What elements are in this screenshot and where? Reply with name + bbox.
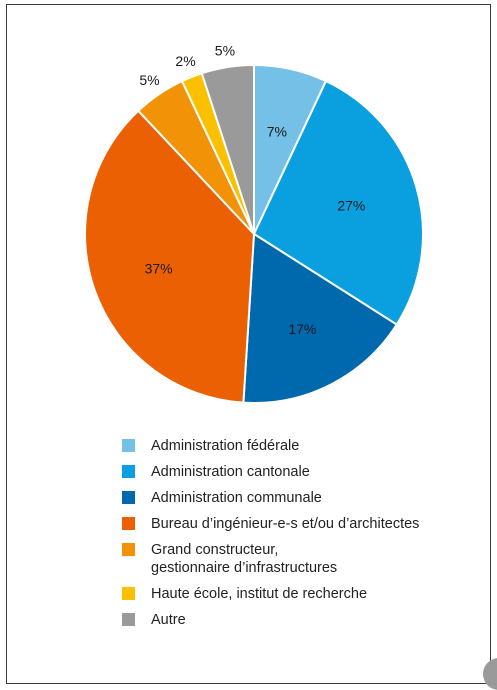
pie-slice-label: 7% <box>267 124 287 140</box>
pie-chart: 7% 27% 17% 37% 5% 2% 5% <box>84 42 424 404</box>
legend: Administration fédérale Administration ca… <box>122 437 419 637</box>
legend-swatch <box>122 491 135 504</box>
pie-slice-label: 5% <box>215 42 235 58</box>
legend-item: Autre <box>122 611 419 629</box>
legend-label: Grand constructeur, gestionnaire d’infra… <box>151 542 338 576</box>
legend-label: Administration cantonale <box>151 464 310 480</box>
legend-label: Administration communale <box>151 490 322 506</box>
legend-swatch <box>122 517 135 530</box>
legend-item: Haute école, institut de recherche <box>122 585 419 603</box>
pie-slice-label: 5% <box>139 72 159 88</box>
pie-slice <box>252 79 424 326</box>
pie-slice <box>84 109 256 404</box>
legend-swatch <box>122 613 135 626</box>
legend-swatch <box>122 465 135 478</box>
legend-label: Autre <box>151 612 186 628</box>
legend-label: Administration fédérale <box>151 438 300 454</box>
legend-label: Haute école, institut de recherche <box>151 586 368 602</box>
legend-item: Administration fédérale <box>122 437 419 455</box>
legend-item: Administration cantonale <box>122 463 419 481</box>
pie-slice-label: 2% <box>175 53 195 69</box>
legend-item: Bureau d’ingénieur-e-s et/ou d’architect… <box>122 515 419 533</box>
pie-slice-label: 37% <box>145 260 173 276</box>
pie-slice <box>242 232 399 404</box>
legend-item: Administration communale <box>122 489 419 507</box>
pie-slice <box>200 63 255 235</box>
pie-slice-label: 27% <box>337 198 365 214</box>
legend-item: Grand constructeur, gestionnaire d’infra… <box>122 541 419 577</box>
pie-slice-label: 17% <box>288 321 316 337</box>
legend-label: Bureau d’ingénieur-e-s et/ou d’architect… <box>151 516 420 532</box>
legend-swatch <box>122 439 135 452</box>
legend-swatch <box>122 543 135 556</box>
legend-swatch <box>122 587 135 600</box>
